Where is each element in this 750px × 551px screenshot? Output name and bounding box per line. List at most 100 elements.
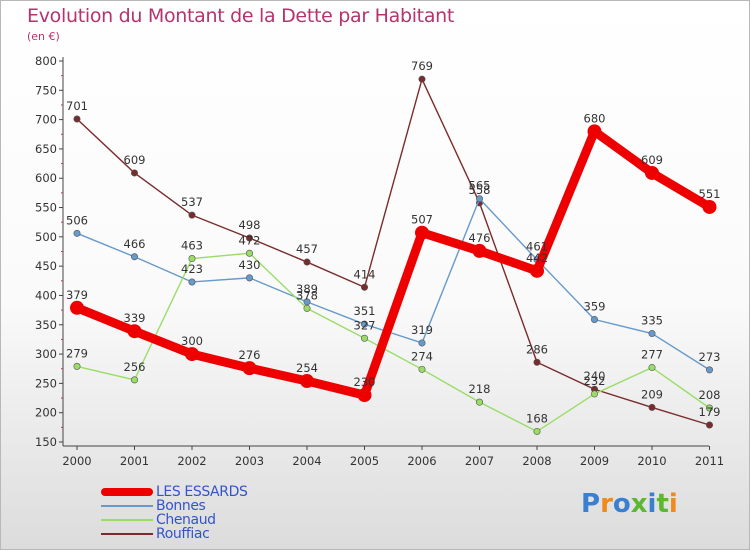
data-point <box>530 263 544 278</box>
data-label: 279 <box>66 346 88 360</box>
data-label: 359 <box>584 299 606 313</box>
x-tick-label: 2005 <box>350 454 379 468</box>
data-label: 551 <box>699 187 721 201</box>
data-point <box>360 334 368 342</box>
data-label: 274 <box>411 349 433 363</box>
x-tick-label: 2000 <box>62 454 91 468</box>
y-tick-label: 700 <box>35 113 57 127</box>
data-label: 319 <box>411 323 433 337</box>
data-point <box>131 253 139 261</box>
data-label: 506 <box>66 213 88 227</box>
data-point <box>73 362 81 370</box>
data-label: 209 <box>641 387 663 401</box>
legend-item: LES ESSARDS <box>101 485 341 499</box>
data-point <box>242 361 257 376</box>
y-tick-label: 400 <box>35 288 57 302</box>
data-label: 254 <box>296 361 318 375</box>
y-tick-label: 350 <box>35 318 57 332</box>
data-point <box>303 258 311 266</box>
x-tick-label: 2009 <box>580 454 609 468</box>
data-point <box>587 124 602 139</box>
data-point <box>475 195 483 203</box>
data-point <box>246 274 254 282</box>
x-tick-label: 2001 <box>120 454 149 468</box>
legend-label: Chenaud <box>156 512 216 528</box>
data-label: 414 <box>354 267 376 281</box>
logo-letter: i <box>668 489 678 519</box>
legend-item: Bonnes <box>101 499 341 513</box>
legend-label: Rouffiac <box>156 526 210 542</box>
data-label: 389 <box>296 282 318 296</box>
data-label: 273 <box>699 350 721 364</box>
data-point <box>73 229 81 237</box>
data-point <box>533 358 541 366</box>
data-label: 498 <box>239 218 261 232</box>
data-point <box>645 165 659 180</box>
data-point <box>246 234 254 242</box>
chart-legend: LES ESSARDS Bonnes Chenaud Rouffiac <box>101 485 341 541</box>
data-label: 276 <box>239 348 261 362</box>
data-label: 558 <box>469 183 491 197</box>
y-tick-label: 750 <box>35 83 57 97</box>
data-label: 230 <box>354 375 376 389</box>
logo-letter: t <box>656 489 669 519</box>
data-point <box>360 320 368 328</box>
data-label: 256 <box>124 360 146 374</box>
data-point <box>415 225 429 240</box>
legend-swatch <box>101 505 153 507</box>
data-label: 680 <box>584 111 606 125</box>
data-point <box>131 169 139 177</box>
data-point <box>188 211 196 219</box>
data-label: 463 <box>181 239 203 253</box>
x-tick-label: 2002 <box>177 454 206 468</box>
data-label: 378 <box>296 288 318 302</box>
proxiti-logo: Proxiti <box>581 489 678 519</box>
legend-item: Chenaud <box>101 513 341 527</box>
data-point <box>127 324 142 339</box>
data-label: 208 <box>699 388 721 402</box>
data-point <box>357 388 372 403</box>
data-point <box>300 374 314 389</box>
y-tick-label: 800 <box>35 54 57 68</box>
legend-label: LES ESSARDS <box>156 484 248 500</box>
y-tick-label: 150 <box>35 435 57 449</box>
data-label: 466 <box>124 237 146 251</box>
data-point <box>418 365 426 373</box>
y-tick-label: 500 <box>35 230 57 244</box>
logo-letter: r <box>600 489 613 519</box>
data-label: 472 <box>239 233 261 247</box>
series-line-rouffiac <box>76 78 711 426</box>
data-point <box>648 403 656 411</box>
data-point <box>246 249 254 257</box>
data-point <box>418 339 426 347</box>
x-tick-label: 2010 <box>637 454 666 468</box>
y-tick-label: 450 <box>35 259 57 273</box>
data-point <box>648 330 656 338</box>
y-tick-label: 300 <box>35 347 57 361</box>
legend-swatch <box>101 533 153 535</box>
data-label: 769 <box>411 59 433 73</box>
data-label: 609 <box>641 153 663 167</box>
series-line-chenaud <box>76 252 711 433</box>
y-tick-label: 600 <box>35 171 57 185</box>
data-point <box>702 199 717 214</box>
x-tick-label: 2003 <box>235 454 264 468</box>
data-point <box>188 255 196 263</box>
x-tick-label: 2007 <box>465 454 494 468</box>
data-label: 442 <box>526 251 548 265</box>
data-point <box>705 404 713 412</box>
y-tick-label: 200 <box>35 406 57 420</box>
data-label: 218 <box>469 382 491 396</box>
chart-unit-label: (en €) <box>27 30 60 43</box>
data-point <box>533 427 541 435</box>
data-point <box>705 421 713 429</box>
data-label: 457 <box>296 242 318 256</box>
data-label: 461 <box>526 240 548 254</box>
data-label: 609 <box>124 153 146 167</box>
logo-letter: P <box>581 489 601 519</box>
data-point <box>185 347 199 362</box>
x-tick-label: 2006 <box>407 454 436 468</box>
legend-swatch <box>101 519 153 521</box>
